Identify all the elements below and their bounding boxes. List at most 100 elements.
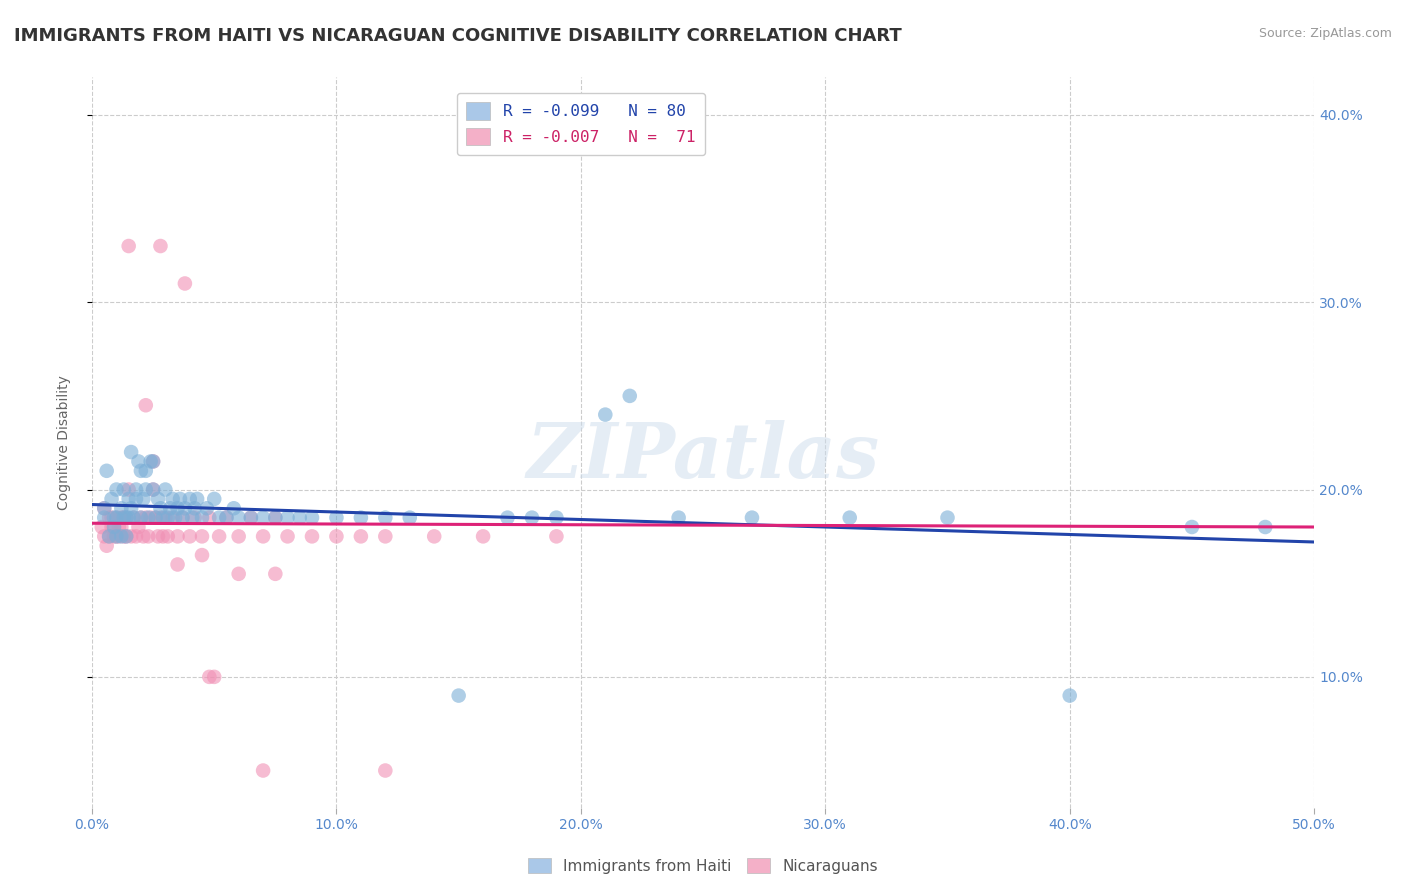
Point — [103, 510, 125, 524]
Point — [546, 529, 568, 543]
Point — [145, 510, 167, 524]
Point — [179, 529, 201, 543]
Point — [115, 510, 138, 524]
Point — [132, 529, 155, 543]
Point — [142, 454, 165, 468]
Point — [90, 520, 112, 534]
Point — [96, 464, 118, 478]
Point — [325, 510, 347, 524]
Point — [374, 764, 396, 778]
Point — [1059, 689, 1081, 703]
Point — [191, 548, 214, 562]
Point — [125, 483, 148, 497]
Point — [301, 510, 323, 524]
Point — [122, 510, 145, 524]
Point — [100, 520, 122, 534]
Point — [135, 483, 157, 497]
Point — [374, 529, 396, 543]
Point — [132, 491, 155, 506]
Point — [135, 398, 157, 412]
Point — [215, 510, 238, 524]
Text: Source: ZipAtlas.com: Source: ZipAtlas.com — [1258, 27, 1392, 40]
Point — [93, 501, 115, 516]
Y-axis label: Cognitive Disability: Cognitive Disability — [58, 376, 72, 510]
Point — [135, 464, 157, 478]
Point — [166, 558, 188, 572]
Point — [93, 501, 115, 516]
Point — [136, 529, 159, 543]
Point — [169, 491, 191, 506]
Point — [374, 510, 396, 524]
Point — [398, 510, 420, 524]
Point — [277, 529, 299, 543]
Point — [239, 510, 262, 524]
Point — [202, 670, 225, 684]
Point — [208, 529, 231, 543]
Point — [264, 510, 287, 524]
Point — [166, 501, 188, 516]
Point — [112, 529, 135, 543]
Point — [103, 529, 125, 543]
Point — [198, 510, 221, 524]
Point — [172, 510, 194, 524]
Point — [112, 483, 135, 497]
Point — [110, 520, 132, 534]
Legend: R = -0.099   N = 80, R = -0.007   N =  71: R = -0.099 N = 80, R = -0.007 N = 71 — [457, 93, 704, 154]
Point — [118, 239, 141, 253]
Point — [186, 491, 208, 506]
Point — [350, 510, 373, 524]
Point — [105, 510, 128, 524]
Point — [172, 510, 194, 524]
Point — [155, 510, 177, 524]
Point — [152, 510, 174, 524]
Point — [149, 239, 172, 253]
Point — [149, 510, 172, 524]
Point — [174, 501, 197, 516]
Point — [179, 491, 201, 506]
Point — [112, 510, 135, 524]
Point — [156, 510, 179, 524]
Point — [252, 764, 274, 778]
Point — [129, 464, 152, 478]
Point — [118, 510, 141, 524]
Point — [145, 510, 167, 524]
Legend: Immigrants from Haiti, Nicaraguans: Immigrants from Haiti, Nicaraguans — [522, 852, 884, 880]
Point — [423, 529, 446, 543]
Point — [165, 510, 187, 524]
Point — [129, 510, 152, 524]
Point — [155, 483, 177, 497]
Point — [100, 510, 122, 524]
Point — [115, 510, 138, 524]
Point — [127, 520, 149, 534]
Point — [136, 510, 159, 524]
Point — [149, 501, 172, 516]
Text: IMMIGRANTS FROM HAITI VS NICARAGUAN COGNITIVE DISABILITY CORRELATION CHART: IMMIGRANTS FROM HAITI VS NICARAGUAN COGN… — [14, 27, 901, 45]
Point — [152, 529, 174, 543]
Point — [277, 510, 299, 524]
Point — [239, 510, 262, 524]
Point — [125, 529, 148, 543]
Point — [264, 566, 287, 581]
Point — [668, 510, 690, 524]
Point — [146, 491, 169, 506]
Point — [228, 566, 250, 581]
Point — [195, 501, 218, 516]
Point — [125, 491, 148, 506]
Point — [127, 454, 149, 468]
Point — [198, 670, 221, 684]
Point — [288, 510, 311, 524]
Point — [103, 520, 125, 534]
Point — [166, 529, 188, 543]
Point — [110, 501, 132, 516]
Point — [162, 491, 184, 506]
Point — [118, 491, 141, 506]
Point — [100, 491, 122, 506]
Point — [191, 510, 214, 524]
Point — [120, 445, 142, 459]
Point — [208, 510, 231, 524]
Point — [115, 529, 138, 543]
Point — [183, 510, 205, 524]
Point — [472, 529, 495, 543]
Point — [181, 510, 204, 524]
Point — [139, 454, 162, 468]
